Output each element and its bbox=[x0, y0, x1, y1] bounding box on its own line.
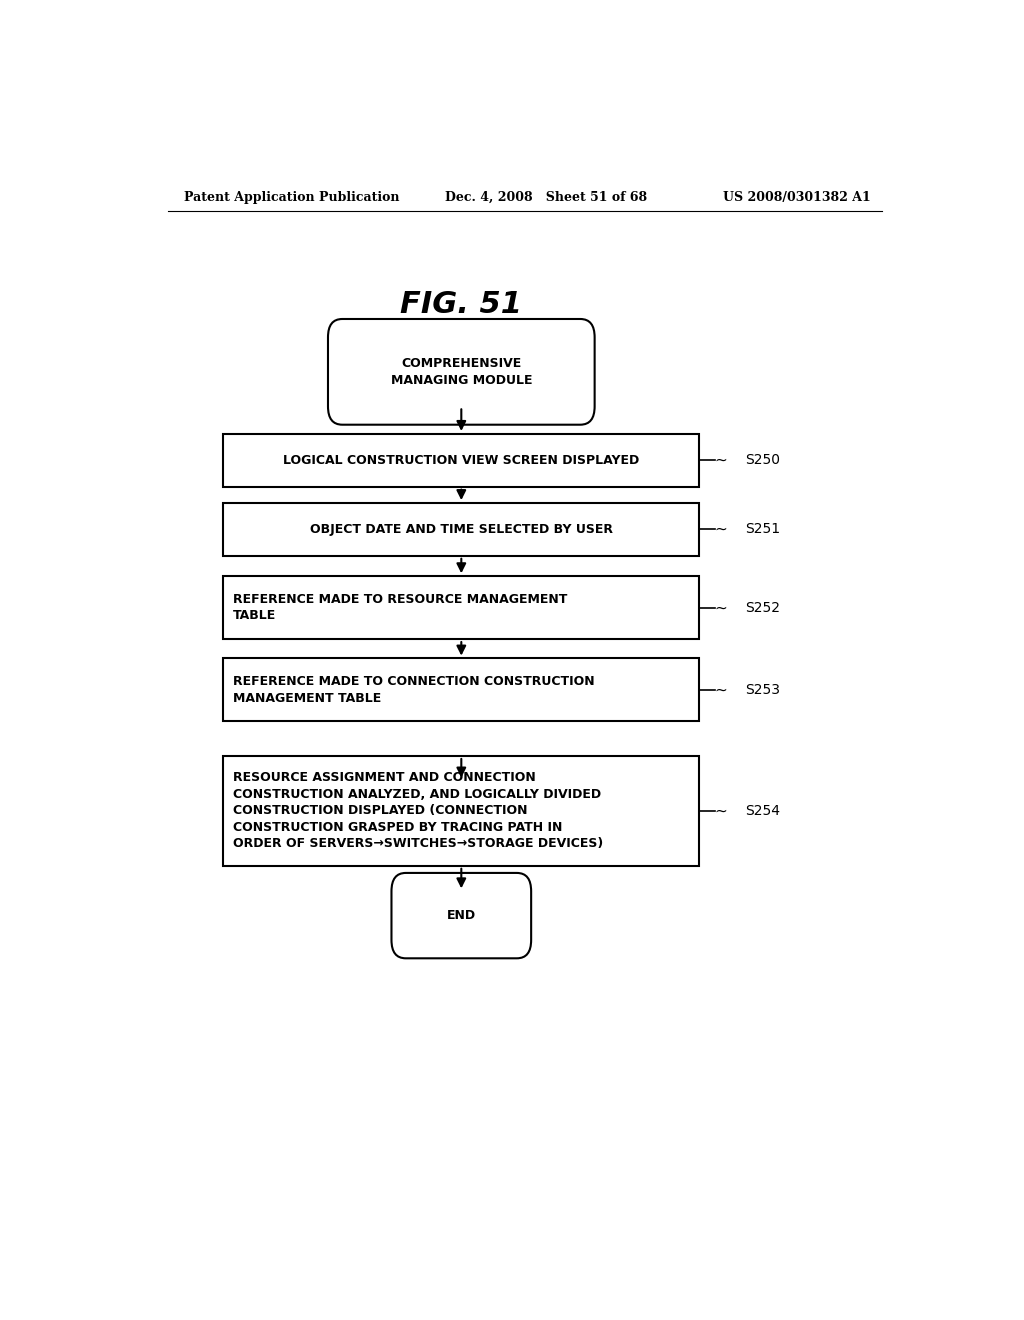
Text: END: END bbox=[446, 909, 476, 923]
Text: RESOURCE ASSIGNMENT AND CONNECTION
CONSTRUCTION ANALYZED, AND LOGICALLY DIVIDED
: RESOURCE ASSIGNMENT AND CONNECTION CONST… bbox=[232, 771, 603, 850]
Text: S253: S253 bbox=[745, 682, 780, 697]
Text: S250: S250 bbox=[745, 453, 780, 467]
Bar bbox=[223, 659, 699, 722]
Text: REFERENCE MADE TO RESOURCE MANAGEMENT
TABLE: REFERENCE MADE TO RESOURCE MANAGEMENT TA… bbox=[232, 593, 567, 623]
Bar bbox=[223, 756, 699, 866]
FancyBboxPatch shape bbox=[391, 873, 531, 958]
Text: US 2008/0301382 A1: US 2008/0301382 A1 bbox=[723, 190, 871, 203]
Text: REFERENCE MADE TO CONNECTION CONSTRUCTION
MANAGEMENT TABLE: REFERENCE MADE TO CONNECTION CONSTRUCTIO… bbox=[232, 676, 594, 705]
Text: S251: S251 bbox=[745, 523, 780, 536]
Text: FIG. 51: FIG. 51 bbox=[400, 290, 522, 319]
Bar bbox=[223, 576, 699, 639]
Text: OBJECT DATE AND TIME SELECTED BY USER: OBJECT DATE AND TIME SELECTED BY USER bbox=[310, 523, 612, 536]
Text: S254: S254 bbox=[745, 804, 780, 818]
Text: ~: ~ bbox=[715, 682, 727, 697]
Text: ~: ~ bbox=[715, 804, 727, 818]
Text: S252: S252 bbox=[745, 601, 780, 615]
Bar bbox=[223, 503, 699, 556]
Bar bbox=[223, 434, 699, 487]
Text: LOGICAL CONSTRUCTION VIEW SCREEN DISPLAYED: LOGICAL CONSTRUCTION VIEW SCREEN DISPLAY… bbox=[284, 454, 639, 467]
Text: ~: ~ bbox=[715, 453, 727, 467]
Text: ~: ~ bbox=[715, 601, 727, 615]
Text: Dec. 4, 2008   Sheet 51 of 68: Dec. 4, 2008 Sheet 51 of 68 bbox=[445, 190, 647, 203]
Text: Patent Application Publication: Patent Application Publication bbox=[183, 190, 399, 203]
Text: ~: ~ bbox=[715, 521, 727, 537]
FancyBboxPatch shape bbox=[328, 319, 595, 425]
Text: COMPREHENSIVE
MANAGING MODULE: COMPREHENSIVE MANAGING MODULE bbox=[390, 358, 532, 387]
